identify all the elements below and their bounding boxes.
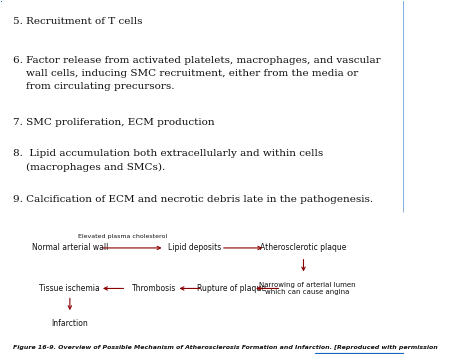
Text: Infarction: Infarction <box>52 319 88 328</box>
Text: 6. Factor release from activated platelets, macrophages, and vascular
    wall c: 6. Factor release from activated platele… <box>13 56 381 91</box>
Polygon shape <box>0 0 1 1</box>
Text: 9. Calcification of ECM and necrotic debris late in the pathogenesis.: 9. Calcification of ECM and necrotic deb… <box>13 195 374 204</box>
Polygon shape <box>316 354 474 355</box>
Text: Tissue ischemia: Tissue ischemia <box>39 284 100 293</box>
Text: Lipid deposits: Lipid deposits <box>168 244 221 252</box>
Polygon shape <box>404 0 474 213</box>
Text: Atherosclerotic plaque: Atherosclerotic plaque <box>260 244 346 252</box>
Text: Rupture of plaque: Rupture of plaque <box>197 284 265 293</box>
Text: 5. Recruitment of T cells: 5. Recruitment of T cells <box>13 17 143 26</box>
Text: 7. SMC proliferation, ECM production: 7. SMC proliferation, ECM production <box>13 118 215 127</box>
Text: Normal arterial wall: Normal arterial wall <box>32 244 108 252</box>
Text: Narrowing of arterial lumen
which can cause angina: Narrowing of arterial lumen which can ca… <box>259 282 356 295</box>
Text: Figure 16-9. Overview of Possible Mechanism of Atherosclerosis Formation and Inf: Figure 16-9. Overview of Possible Mechan… <box>13 345 438 350</box>
Text: Thrombosis: Thrombosis <box>132 284 177 293</box>
Text: 8.  Lipid accumulation both extracellularly and within cells
    (macrophages an: 8. Lipid accumulation both extracellular… <box>13 149 324 172</box>
Text: Elevated plasma cholesterol: Elevated plasma cholesterol <box>78 234 167 239</box>
